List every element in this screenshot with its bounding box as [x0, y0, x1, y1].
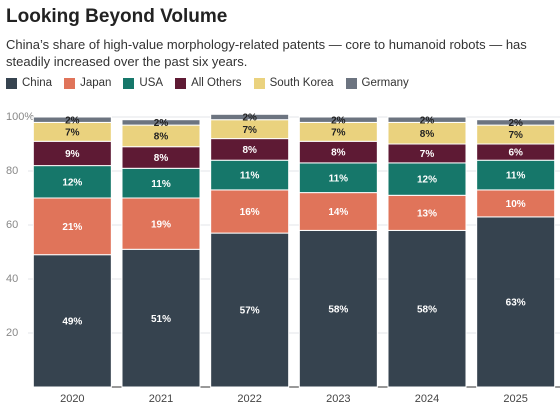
legend-swatch — [123, 77, 135, 89]
data-label: 51% — [151, 314, 171, 325]
bar-segment — [387, 194, 467, 231]
bar-segment — [476, 159, 556, 191]
data-label: 57% — [240, 306, 260, 317]
y-tick-label: 100% — [6, 111, 34, 123]
data-label: 12% — [417, 175, 437, 186]
y-tick-label: 60 — [6, 219, 18, 231]
data-label: 7% — [65, 127, 80, 138]
data-label: 16% — [240, 207, 260, 218]
legend-label: USA — [139, 77, 164, 89]
bar-segment — [210, 232, 290, 388]
x-tick-label: 2025 — [503, 393, 527, 405]
data-label: 11% — [506, 171, 526, 182]
data-label: 10% — [506, 199, 526, 210]
legend-label: South Korea — [269, 77, 334, 89]
legend-swatch — [253, 77, 265, 89]
x-tick-label: 2022 — [237, 393, 261, 405]
bar-segment — [298, 229, 378, 388]
data-label: 8% — [242, 145, 257, 156]
data-label: 8% — [420, 129, 435, 140]
data-label: 19% — [151, 219, 171, 230]
x-tick-label: 2023 — [326, 393, 350, 405]
y-tick-label: 40 — [6, 273, 18, 285]
data-label: 2% — [420, 115, 435, 126]
data-label: 21% — [62, 222, 82, 233]
legend-item: Japan — [64, 77, 111, 89]
bar-segment — [387, 116, 467, 123]
bar-segment — [32, 165, 112, 199]
x-tick-label: 2024 — [415, 393, 439, 405]
data-label: 58% — [328, 304, 348, 315]
data-label: 8% — [331, 148, 346, 159]
data-label: 7% — [331, 127, 346, 138]
legend: China Japan USA All Others South Korea German… — [6, 77, 409, 89]
bar-segment — [387, 229, 467, 388]
bar-segment — [32, 254, 112, 388]
bar-segment — [121, 197, 201, 250]
data-label: 8% — [154, 132, 169, 143]
data-label: 8% — [154, 153, 169, 164]
data-label: 2% — [242, 113, 257, 124]
legend-label: China — [22, 77, 53, 89]
legend-label: Germany — [361, 77, 409, 89]
bar-segment — [476, 189, 556, 218]
y-tick-label: 20 — [6, 327, 18, 339]
data-label: 11% — [151, 179, 171, 190]
bar-segment — [32, 197, 112, 256]
data-label: 63% — [506, 298, 526, 309]
legend-item: All Others — [175, 77, 242, 89]
bar-segment — [121, 248, 201, 388]
bar-segment — [210, 189, 290, 234]
data-label: 9% — [65, 149, 80, 160]
bar-segment — [298, 192, 378, 231]
data-label: 11% — [329, 173, 349, 184]
bar-segment — [210, 159, 290, 191]
data-label: 12% — [62, 177, 82, 188]
data-label: 6% — [508, 148, 523, 159]
legend-item: USA — [123, 77, 163, 89]
data-label: 2% — [508, 118, 523, 129]
legend-label: All Others — [191, 77, 242, 89]
data-label: 2% — [65, 115, 80, 126]
legend-swatch — [345, 77, 357, 89]
legend-swatch — [6, 77, 17, 89]
data-label: 14% — [328, 207, 348, 218]
legend-swatch — [175, 77, 187, 89]
data-label: 11% — [240, 171, 260, 182]
bar-segment — [121, 119, 201, 126]
legend-swatch — [64, 77, 76, 89]
data-label: 7% — [242, 125, 257, 136]
y-tick-label: 80 — [6, 165, 18, 177]
bar-segment — [476, 119, 556, 126]
data-label: 49% — [62, 316, 82, 327]
data-label: 2% — [331, 115, 346, 126]
bar-segment — [32, 140, 112, 167]
legend-label: Japan — [80, 77, 112, 89]
data-label: 2% — [154, 118, 169, 129]
data-label: 13% — [417, 208, 437, 219]
bar-segment — [298, 116, 378, 123]
x-tick-label: 2021 — [149, 393, 173, 405]
data-label: 7% — [508, 130, 523, 141]
chart-title: Looking Beyond Volume — [6, 6, 228, 27]
bar-segment — [210, 113, 290, 121]
chart-subtitle: China’s share of high-value morphology-r… — [6, 37, 527, 69]
legend-item: South Korea — [253, 77, 334, 89]
legend-item: China — [6, 77, 52, 89]
bar-segment — [298, 162, 378, 194]
legend-item: Germany — [345, 77, 409, 89]
data-label: 7% — [420, 149, 435, 160]
data-label: 58% — [417, 304, 437, 315]
bar-segment — [32, 116, 112, 123]
x-tick-label: 2020 — [60, 393, 84, 405]
